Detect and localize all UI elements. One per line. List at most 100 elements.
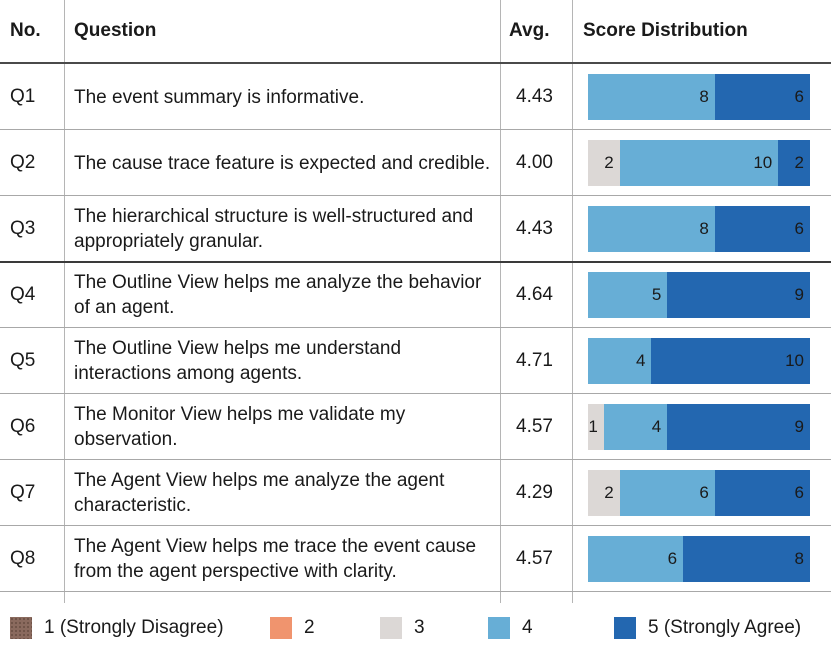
question-text: The Outline View helps me understand int… (74, 338, 402, 384)
bar-segment-score-3 (588, 404, 604, 450)
legend-swatch (270, 617, 292, 639)
header-no: No. (10, 20, 41, 41)
question-number: Q3 (10, 218, 36, 239)
column-divider (572, 0, 573, 603)
bar-value-label: 6 (794, 483, 804, 502)
question-number: Q1 (10, 86, 36, 107)
bar-segment-score-4 (603, 404, 668, 450)
legend-swatch (614, 617, 636, 639)
bar-value-label: 4 (635, 351, 646, 370)
question-number: Q2 (10, 152, 36, 173)
bar-segment-score-4 (588, 338, 652, 384)
question-number: Q5 (10, 350, 36, 371)
legend: 1 (Strongly Disagree) 2 3 4 5 (Strongly Agre… (0, 603, 831, 652)
question-text: The event summary is informative. (74, 86, 365, 108)
bar-value-label: 6 (667, 549, 678, 568)
row-divider (0, 129, 831, 130)
question-text: The Agent View helps me trace the event … (74, 536, 477, 582)
bar-segment-score-3 (588, 140, 620, 186)
row-divider (0, 393, 831, 394)
legend-label: 3 (414, 617, 425, 638)
row-divider (0, 261, 831, 263)
bar-value-label: 10 (753, 153, 773, 172)
legend-label: 4 (522, 617, 533, 638)
row-divider (0, 459, 831, 460)
bar-segment-score-5 (714, 470, 810, 516)
bar-segment-score-4 (619, 140, 779, 186)
legend-item: 4 (488, 617, 533, 639)
legend-item: 1 (Strongly Disagree) (10, 617, 224, 639)
column-divider (500, 0, 501, 603)
bar-segment-score-3 (588, 470, 620, 516)
bar-value-label: 8 (699, 219, 709, 238)
legend-label: 5 (Strongly Agree) (648, 617, 802, 638)
legend-label: 1 (Strongly Disagree) (44, 617, 224, 638)
legend-swatch (10, 617, 32, 639)
average-score: 4.64 (516, 284, 553, 305)
score-distribution-bar: 2 10 2 (588, 140, 810, 186)
bar-value-label: 9 (794, 285, 804, 304)
legend-label: 2 (304, 617, 315, 638)
bar-value-label: 2 (794, 153, 804, 172)
average-score: 4.29 (516, 482, 553, 503)
bar-segment-score-5 (667, 272, 810, 318)
question-number: Q6 (10, 416, 36, 437)
bar-value-label: 9 (794, 417, 804, 436)
row-divider (0, 591, 831, 592)
bar-segment-score-4 (588, 206, 715, 252)
bar-segment-score-4 (588, 74, 715, 120)
average-score: 4.43 (516, 218, 553, 239)
bar-value-label: 8 (794, 549, 804, 568)
bar-segment-score-5 (714, 74, 810, 120)
legend-item: 3 (380, 617, 425, 639)
row-divider (0, 327, 831, 328)
legend-swatch (488, 617, 510, 639)
header-avg: Avg. (509, 20, 550, 41)
average-score: 4.00 (516, 152, 553, 173)
bar-value-label: 2 (604, 153, 614, 172)
bar-segment-score-5 (778, 140, 810, 186)
question-text: The cause trace feature is expected and … (74, 152, 491, 174)
legend-item: 2 (270, 617, 315, 639)
question-text: The Agent View helps me analyze the agen… (74, 470, 445, 516)
bar-segment-score-5 (714, 206, 810, 252)
column-divider (64, 0, 65, 603)
row-divider (0, 525, 831, 526)
question-text: The Monitor View helps me validate my ob… (74, 404, 406, 450)
bar-value-label: 4 (651, 417, 662, 436)
bar-value-label: 8 (699, 87, 709, 106)
bar-value-label: 5 (651, 285, 662, 304)
bar-segment-score-4 (588, 272, 668, 318)
bar-value-label: 6 (699, 483, 709, 502)
average-score: 4.71 (516, 350, 553, 371)
bar-value-label: 2 (604, 483, 614, 502)
question-text: The Outline View helps me analyze the be… (74, 272, 482, 318)
bar-value-label: 10 (785, 351, 804, 370)
bar-segment-score-5 (667, 404, 810, 450)
score-distribution-bar: 2 6 6 (588, 470, 810, 516)
question-text: The hierarchical structure is well-struc… (74, 206, 474, 252)
header-question: Question (74, 20, 157, 41)
score-distribution-bar: 1 4 9 (588, 404, 810, 450)
score-distribution-bar: 4 10 (588, 338, 810, 384)
average-score: 4.43 (516, 86, 553, 107)
row-divider (0, 62, 831, 64)
question-number: Q4 (10, 284, 36, 305)
question-number: Q8 (10, 548, 36, 569)
header-distribution: Score Distribution (583, 20, 748, 41)
bar-segment-score-4 (588, 536, 684, 582)
bar-segment-score-5 (683, 536, 810, 582)
average-score: 4.57 (516, 416, 553, 437)
legend-swatch (380, 617, 402, 639)
bar-value-label: 6 (794, 219, 804, 238)
results-table: No. Question Avg. Score Distribution Q1 T… (0, 0, 831, 603)
legend-item: 5 (Strongly Agree) (614, 617, 801, 639)
question-number: Q7 (10, 482, 36, 503)
row-divider (0, 195, 831, 196)
average-score: 4.57 (516, 548, 553, 569)
bar-segment-score-5 (651, 338, 810, 384)
